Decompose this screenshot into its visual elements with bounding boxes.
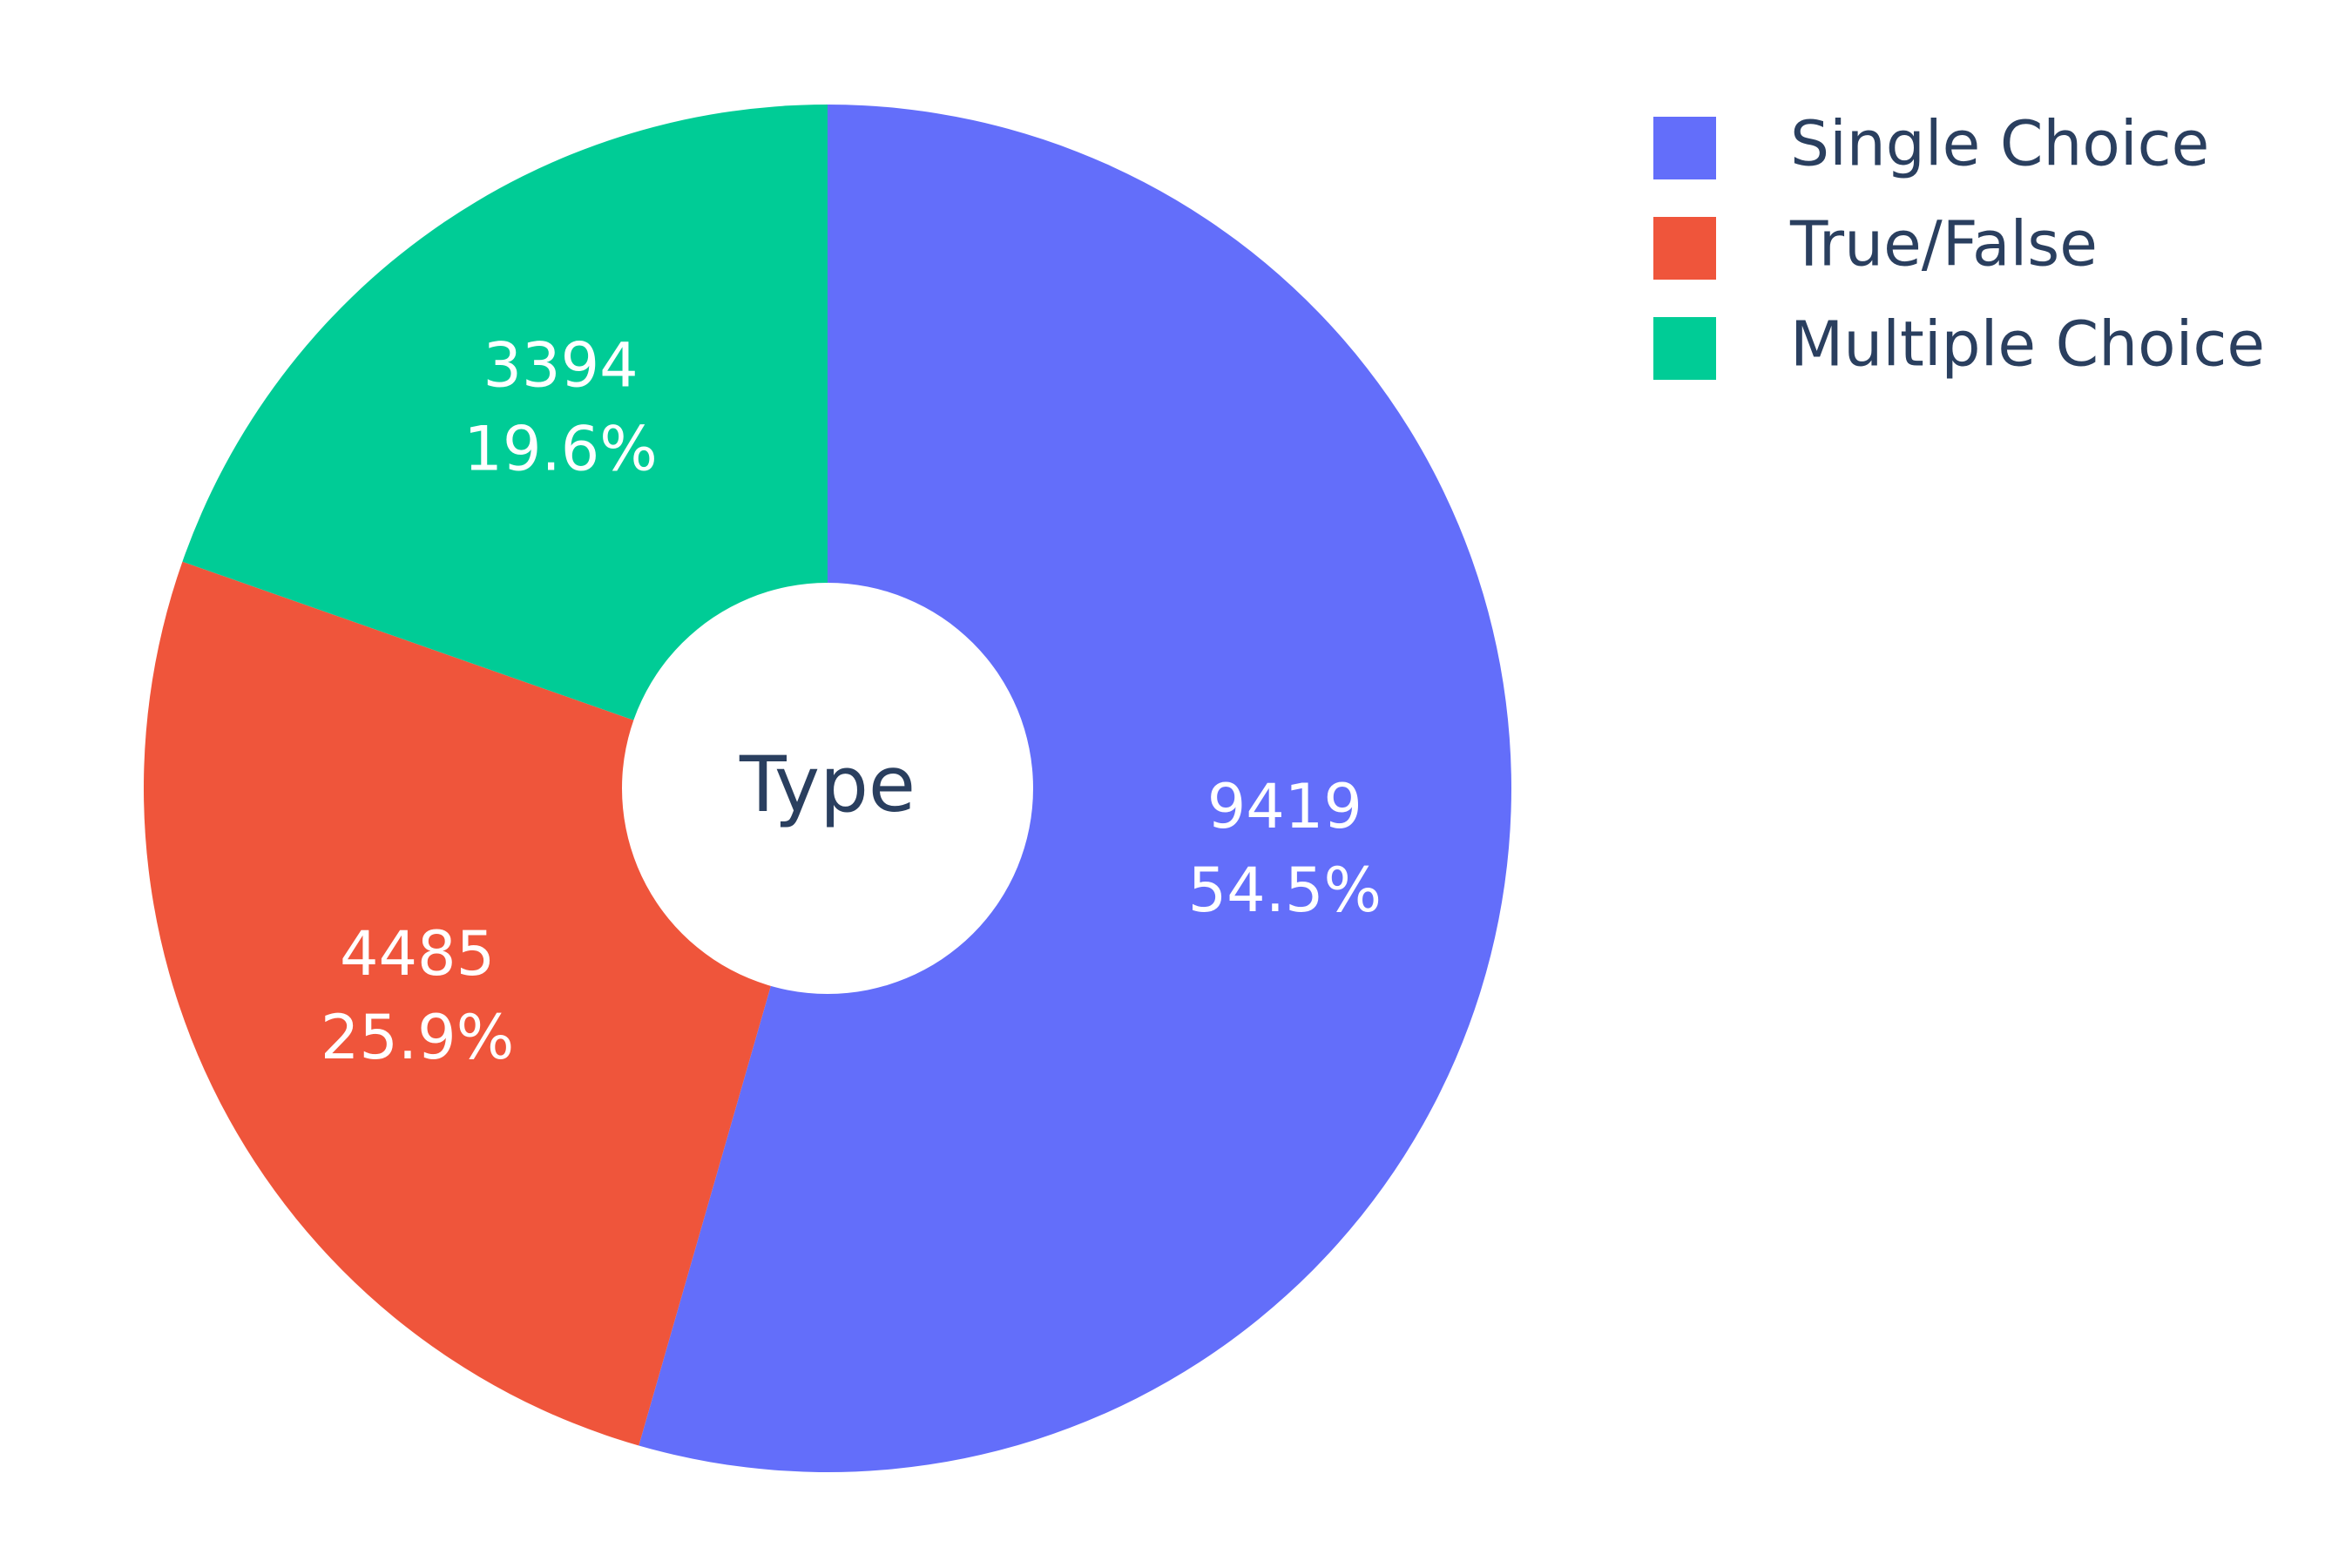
center-label: Type: [739, 740, 916, 829]
legend-swatch: [1653, 317, 1716, 380]
legend-swatch: [1653, 217, 1716, 280]
legend-label: Single Choice: [1790, 108, 2209, 180]
slice-percent-label: 54.5%: [1188, 855, 1382, 926]
legend-item-multiple-choice[interactable]: Multiple Choice: [1653, 308, 2265, 381]
slice-value-label: 9419: [1207, 771, 1362, 842]
slice-value-label: 3394: [483, 330, 639, 402]
legend-item-single-choice[interactable]: Single Choice: [1653, 108, 2209, 180]
legend[interactable]: Single Choice True/False Multiple Choice: [1653, 108, 2265, 381]
slice-single-choice[interactable]: [639, 105, 1512, 1472]
legend-swatch: [1653, 117, 1716, 179]
slice-multiple-choice[interactable]: [182, 105, 828, 788]
legend-item-true-false[interactable]: True/False: [1653, 208, 2098, 280]
slice-value-label: 4485: [340, 918, 495, 990]
slice-labels: 9419 54.5% 4485 25.9% 3394 19.6%: [321, 330, 1382, 1074]
legend-label: True/False: [1789, 208, 2098, 280]
legend-label: Multiple Choice: [1790, 308, 2265, 381]
donut-hole: [622, 583, 1033, 994]
slice-percent-label: 19.6%: [463, 414, 657, 485]
slice-percent-label: 25.9%: [321, 1002, 514, 1073]
